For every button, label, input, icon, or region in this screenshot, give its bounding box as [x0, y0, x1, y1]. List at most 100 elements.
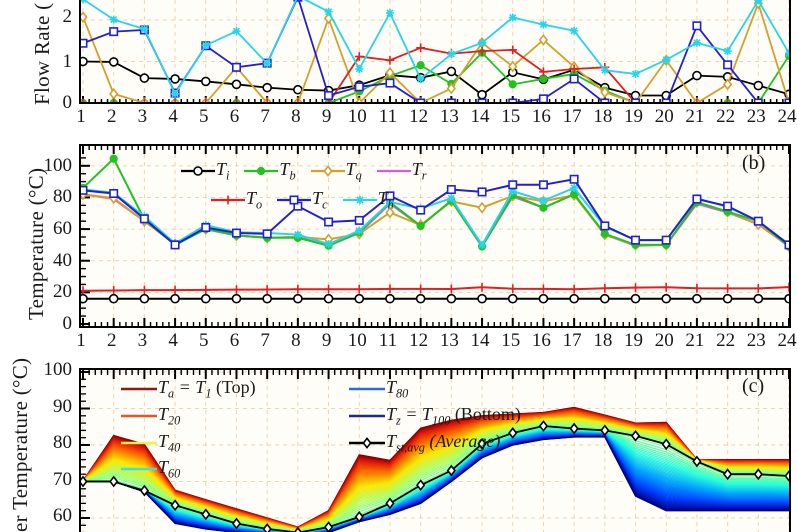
panel-b-svg	[81, 146, 789, 326]
panel-b-xtick-12: 12	[409, 330, 429, 351]
line-icon	[349, 387, 385, 391]
panel-a-xtick-4: 4	[168, 106, 178, 127]
disc-icon	[244, 166, 279, 176]
panel-a-xtick-22: 22	[716, 106, 736, 127]
panel-a-xtick-10: 10	[347, 106, 367, 127]
panel-b-ytick-100: 100	[43, 154, 73, 176]
panel-a-xtick-9: 9	[321, 106, 332, 127]
legend-item-Th: Th	[342, 189, 394, 211]
panel-b-xtick-21: 21	[685, 330, 705, 351]
panel-b-tag: (b)	[742, 152, 766, 174]
panel-b-xtick-17: 17	[562, 330, 582, 351]
panel-b-xtick-22: 22	[716, 330, 736, 351]
panel-a-ytick-0: 0	[62, 92, 73, 113]
panel-b-xtick-15: 15	[501, 330, 521, 351]
panel-a-xtick-2: 2	[106, 106, 117, 127]
panel-a-xtick-24: 24	[777, 106, 797, 127]
legend-item-Tr: Tr	[376, 159, 427, 183]
panel-b-legend-row-2: To Tc Th	[180, 189, 440, 211]
panel-a-svg	[81, 0, 789, 102]
legend-item-T20: T20	[120, 405, 256, 427]
panel-b-legend: Ti Tb Tq Tr To Tc Th	[180, 160, 440, 211]
diamond-icon	[310, 165, 345, 177]
panel-a-xtick-7: 7	[260, 106, 270, 127]
panel-a-xtick-1: 1	[76, 106, 86, 127]
line-icon	[121, 468, 157, 471]
legend-label: Tq	[345, 159, 362, 183]
panel-c-tag: (c)	[742, 375, 765, 397]
circle-icon	[181, 166, 215, 176]
panel-c-svg	[81, 370, 789, 532]
panel-a-xtick-12: 12	[409, 106, 429, 127]
panel-c-ytick-100: 100	[43, 359, 73, 380]
panel-a-plot-area	[79, 0, 791, 104]
legend-item-T60: T60	[120, 458, 256, 480]
legend-item-Tz: Tz = T100 (Bottom)	[348, 405, 521, 427]
panel-b-xtick-24: 24	[777, 330, 797, 351]
legend-item-T80: T80	[348, 378, 521, 400]
panel-a-xtick-19: 19	[624, 106, 644, 127]
square-icon	[277, 195, 312, 205]
line-icon	[121, 441, 157, 444]
legend-label: Tb	[279, 159, 296, 183]
panel-b-xtick-11: 11	[378, 330, 398, 351]
panel-a-xtick-17: 17	[562, 106, 582, 127]
panel-b-xtick-9: 9	[321, 330, 332, 351]
panel-c-ytick-70: 70	[53, 468, 72, 490]
panel-c-ytick-60: 60	[53, 505, 72, 526]
panel-a-xtick-21: 21	[685, 106, 705, 127]
legend-item-Ta: Ta = T1 (Top)	[120, 378, 256, 400]
panel-b-ytick-60: 60	[53, 218, 72, 240]
legend-label: Tr	[411, 159, 427, 183]
panel-b-xtick-19: 19	[624, 330, 644, 351]
line-icon	[376, 169, 411, 173]
panel-b-xtick-18: 18	[593, 330, 613, 351]
legend-label: Ti	[216, 159, 230, 183]
legend-label: To	[246, 187, 263, 212]
plus-icon	[211, 195, 245, 205]
legend-label: Tc	[312, 187, 328, 212]
panel-a-xtick-18: 18	[593, 106, 613, 127]
panel-b-xtick-13: 13	[439, 330, 459, 351]
panel-b-xtick-6: 6	[229, 330, 240, 351]
panel-c-ytick-80: 80	[53, 432, 72, 453]
panel-a-xtick-13: 13	[439, 106, 459, 127]
legend-item-T40: T40	[120, 432, 256, 454]
panel-b-xtick-16: 16	[531, 330, 551, 351]
diamond-line-icon	[349, 436, 385, 449]
line-icon	[121, 414, 157, 417]
panel-b-ytick-40: 40	[53, 249, 72, 271]
panel-a-xtick-8: 8	[291, 106, 301, 127]
panel-b-ytick-0: 0	[62, 313, 73, 334]
legend-label: T80	[386, 377, 409, 401]
legend-item-To: To	[210, 189, 262, 211]
panel-a-xtick-3: 3	[137, 106, 148, 127]
panel-a-xtick-14: 14	[470, 106, 490, 127]
legend-item-Tq: Tq	[310, 160, 362, 182]
legend-item-Tc: Tc	[276, 187, 328, 212]
panel-a-ytick-1: 1	[62, 51, 73, 72]
panel-b-legend-row-1: Ti Tb Tq Tr	[180, 160, 440, 182]
panel-b-ytick-20: 20	[53, 281, 72, 303]
star-icon	[342, 195, 377, 204]
panel-b-xtick-3: 3	[137, 330, 148, 351]
panel-b-xtick-5: 5	[199, 330, 209, 351]
panel-a-xtick-5: 5	[199, 106, 209, 127]
panel-c-ytick-90: 90	[53, 395, 72, 417]
legend-label: T40	[158, 430, 181, 455]
panel-a-ytick-2: 2	[62, 6, 73, 27]
legend-label: Th	[377, 187, 394, 212]
panel-a-xtick-11: 11	[378, 106, 398, 127]
legend-item-Ti: Ti	[180, 160, 229, 182]
panel-b-xtick-23: 23	[746, 330, 766, 351]
line-icon	[349, 414, 385, 417]
panel-b-xtick-20: 20	[654, 330, 674, 351]
panel-a-xtick-6: 6	[229, 106, 240, 127]
legend-label: Ta = T1 (Top)	[158, 377, 256, 401]
panel-b-xtick-8: 8	[291, 330, 301, 351]
panel-a-xtick-23: 23	[746, 106, 766, 127]
legend-item-Tst,avg: Tst,avg (Average)	[348, 432, 521, 454]
panel-b-xtick-2: 2	[106, 330, 117, 351]
panel-b-plot-area	[79, 144, 791, 328]
